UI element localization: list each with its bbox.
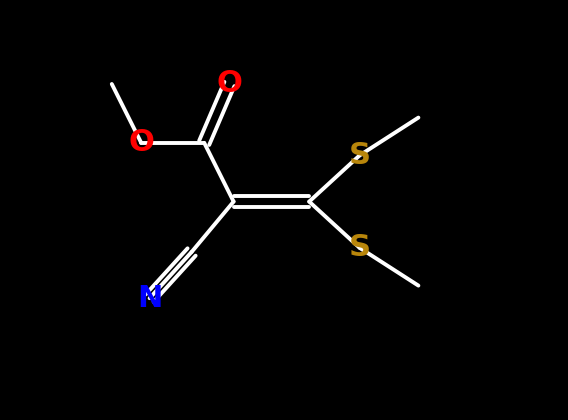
Text: O: O: [128, 128, 154, 158]
Text: S: S: [349, 233, 370, 262]
Text: S: S: [349, 141, 370, 170]
Text: N: N: [137, 284, 162, 313]
Text: O: O: [216, 69, 243, 99]
